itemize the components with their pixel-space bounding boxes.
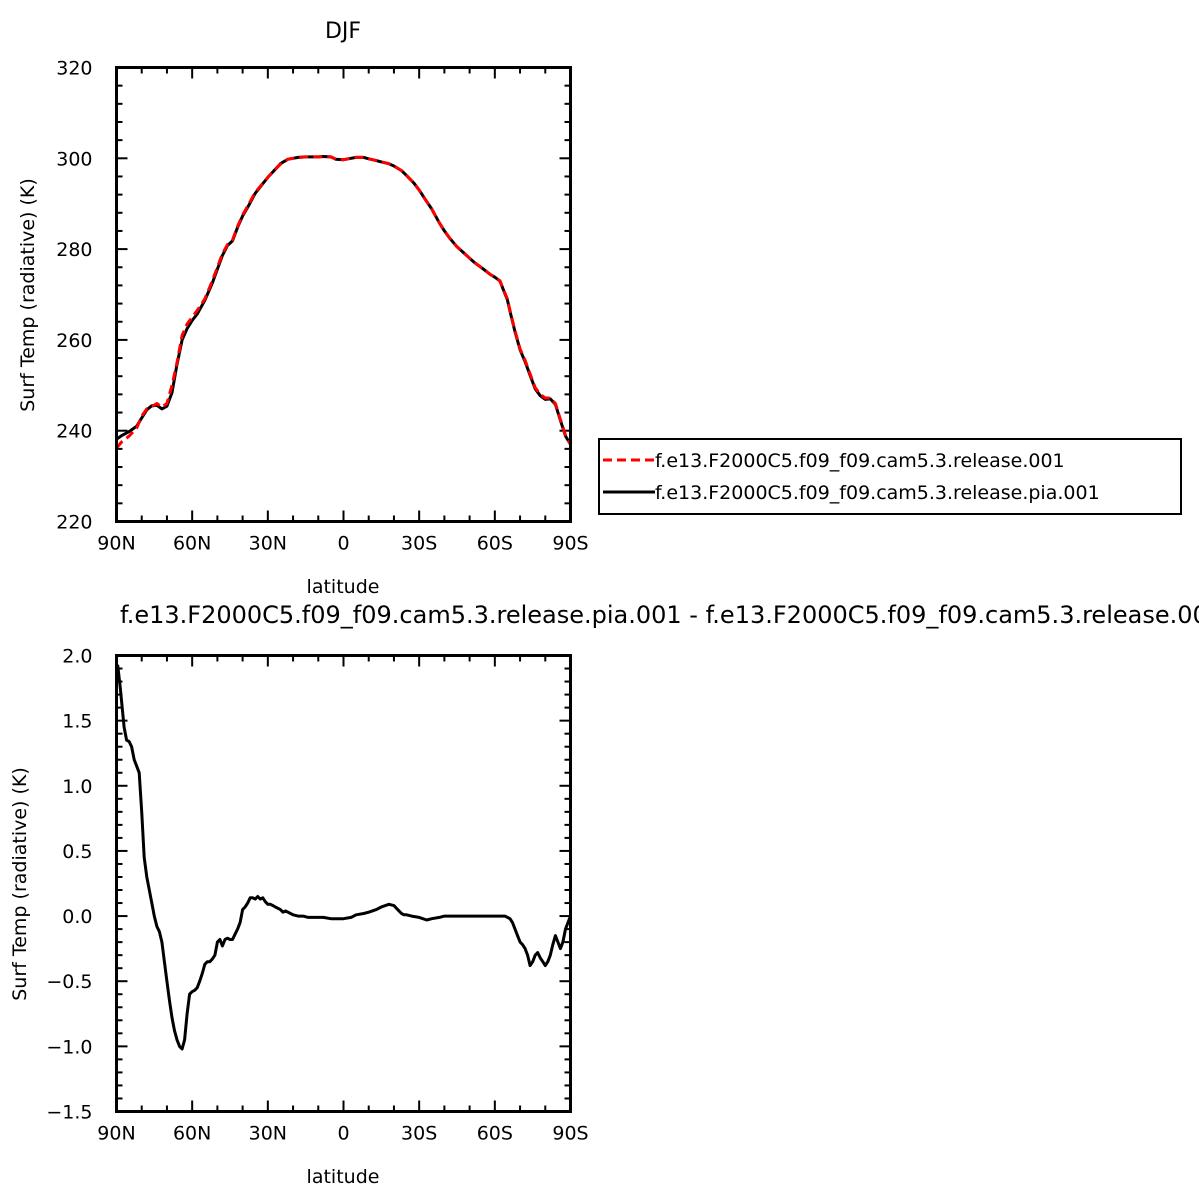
top-x-tick-label: 90N [97,533,135,555]
bottom-y-tick-labels: 2.0 1.5 1.0 0.5 0.0 −0.5 −1.0 −1.5 [46,646,92,1124]
top-y-tick-label: 280 [56,239,92,261]
bottom-x-tick-label: 90N [97,1123,135,1145]
top-plot-area [115,66,572,523]
top-chart-title: DJF [325,19,361,44]
bottom-x-tick-label: 60S [477,1123,513,1145]
top-x-tick-label: 90S [552,533,588,555]
bottom-x-tick-labels: 90N 60N 30N 0 30S 60S 90S [97,1123,588,1145]
bottom-y-tick-label: 0.5 [62,841,92,863]
bottom-plot-area [115,654,572,1113]
bottom-y-tick-label: −1.0 [46,1036,92,1058]
legend: f.e13.F2000C5.f09_f09.cam5.3.release.001… [598,438,1182,515]
top-x-tick-label: 60N [173,533,211,555]
bottom-y-tick-label: 1.5 [62,711,92,733]
bottom-x-tick-label: 30S [401,1123,437,1145]
top-series [115,155,572,449]
top-x-tick-label: 60S [477,533,513,555]
bottom-plot-frame [115,654,572,1113]
bottom-panel: f.e13.F2000C5.f09_f09.cam5.3.release.pia… [9,601,1199,1188]
legend-label-control: f.e13.F2000C5.f09_f09.cam5.3.release.001 [655,450,1065,472]
bottom-x-tick-label: 60N [173,1123,211,1145]
top-x-tick-label: 30S [401,533,437,555]
top-series-line-1 [115,155,572,449]
top-y-tick-labels: 220 240 260 280 300 320 [56,58,92,534]
bottom-chart-title: f.e13.F2000C5.f09_f09.cam5.3.release.pia… [120,601,1199,629]
bottom-y-axis-label: Surf Temp (radiative) (K) [9,767,31,1001]
bottom-x-tick-label: 90S [552,1123,588,1145]
top-y-tick-label: 240 [56,421,92,443]
top-y-tick-label: 300 [56,148,92,170]
bottom-x-axis-label: latitude [307,1166,380,1188]
top-x-axis-label: latitude [307,576,380,598]
top-y-axis-label: Surf Temp (radiative) (K) [17,178,39,412]
top-y-tick-label: 320 [56,58,92,80]
legend-label-pia: f.e13.F2000C5.f09_f09.cam5.3.release.pia… [655,482,1100,504]
top-y-tick-label: 220 [56,512,92,534]
bottom-x-tick-label: 30N [249,1123,287,1145]
top-y-tick-label: 260 [56,330,92,352]
bottom-y-tick-label: 1.0 [62,776,92,798]
top-plot-frame [115,66,572,523]
top-x-tick-labels: 90N 60N 30N 0 30S 60S 90S [97,533,588,555]
legend-frame [598,438,1182,515]
bottom-y-tick-label: −0.5 [46,971,92,993]
top-x-tick-label: 30N [249,533,287,555]
bottom-series [115,664,572,1051]
bottom-series-line-1 [115,664,572,1051]
bottom-y-tick-label: 2.0 [62,646,92,668]
bottom-y-tick-label: −1.5 [46,1102,92,1124]
top-panel: DJF 90N 60N 30N 0 30S 60S 90S 220 240 260 280 300 3… [17,19,1182,598]
bottom-y-tick-label: 0.0 [62,906,92,928]
top-x-tick-label: 0 [337,533,349,555]
bottom-x-tick-label: 0 [337,1123,349,1145]
